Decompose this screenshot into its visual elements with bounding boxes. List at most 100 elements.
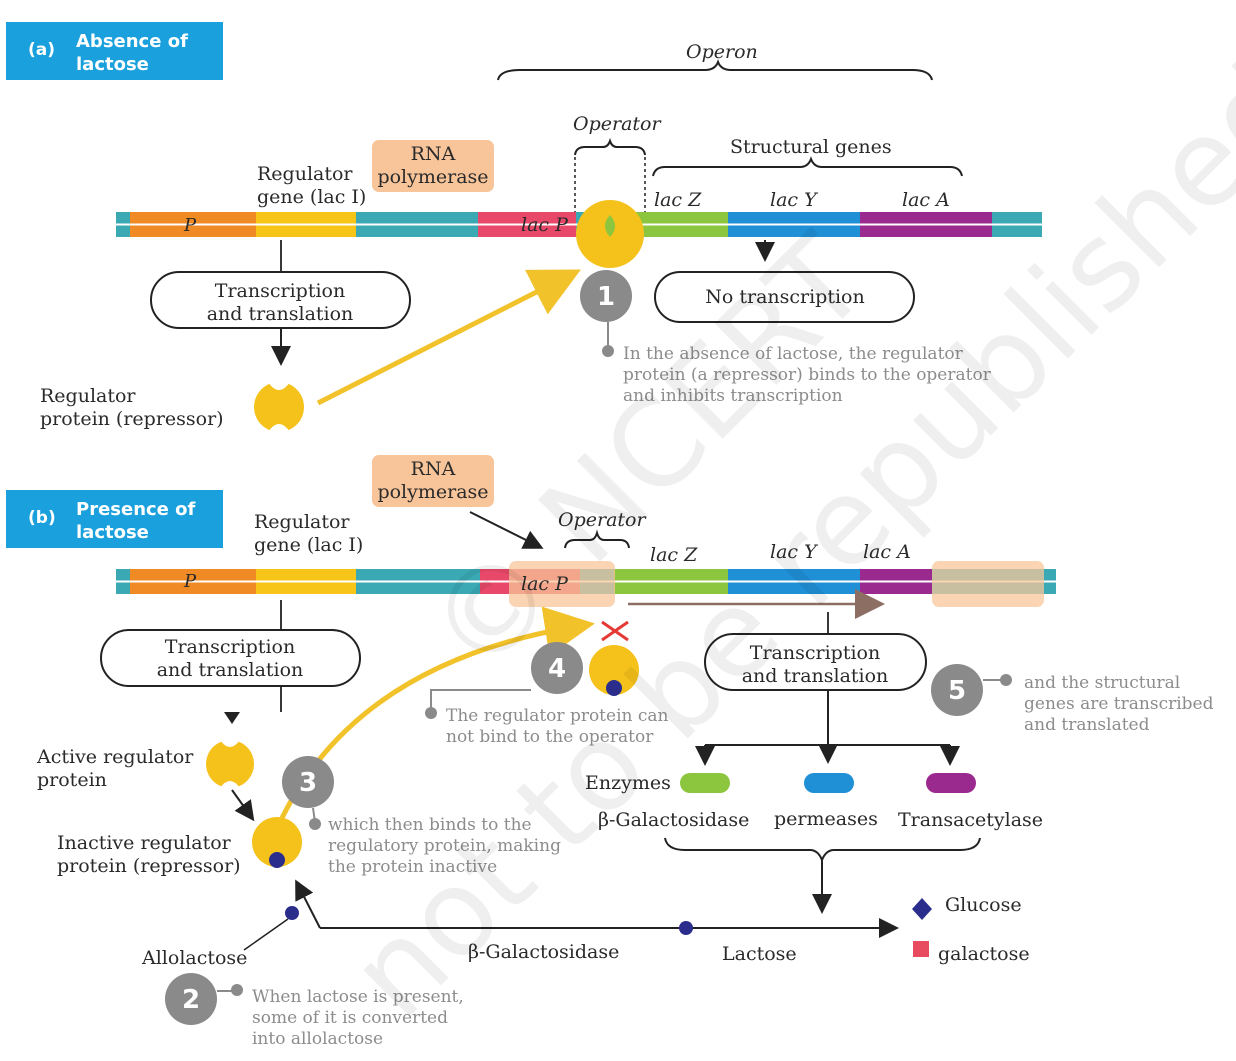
enzyme-transacetylase-icon [926, 773, 976, 793]
step-4-note-line2: not bind to the operator [446, 727, 654, 747]
step-2-number: 2 [182, 985, 200, 1015]
step-1-circle [580, 270, 632, 322]
inactive-regulator-line1: Inactive regulator [57, 832, 232, 854]
step-5-note-line1: and the structural [1024, 673, 1180, 693]
active-regulator-line2: protein [37, 769, 107, 791]
repressor-bound-operator [576, 200, 644, 268]
step-4-circle [531, 642, 583, 694]
step-3-circle [282, 756, 334, 808]
structural-genes-brace [652, 156, 963, 177]
panel-a-tt-line1: Transcription [215, 280, 345, 302]
panel-a-pi-label: P [183, 215, 197, 236]
panel-b-pi-label: P [183, 571, 197, 592]
enzyme-name-permeases: permeases [774, 808, 878, 830]
enzyme-name-bgal: β-Galactosidase [598, 809, 749, 831]
panel-b-rna-line2: polymerase [377, 481, 488, 503]
panel-a-rna-line2: polymerase [377, 166, 488, 188]
panel-a-badge: (a) [28, 40, 55, 60]
panel-b-title-line1: Presence of [76, 499, 196, 520]
galactose-label: galactose [938, 943, 1030, 965]
repressor-protein-icon [254, 382, 304, 432]
inactive-regulator-protein-icon [252, 817, 302, 868]
panel-b-rna-polymerase-bound [509, 561, 615, 607]
panel-b-laca-label: lac A [863, 541, 911, 563]
panel-a-lacp-label: lac P [521, 214, 569, 236]
repressor-label-line2: protein (repressor) [40, 408, 224, 430]
panel-b-operator-brace [564, 529, 630, 549]
operon-label: Operon [686, 41, 758, 63]
panel-b-regulator-gene-line1: Regulator [254, 511, 350, 533]
step-1-note-line3: and inhibits transcription [623, 386, 843, 406]
step-5-note-line2: genes are transcribed [1024, 694, 1214, 714]
enzyme-permease-icon [804, 773, 854, 793]
panel-a-header: (a) Absence of lactose [6, 22, 223, 80]
panel-a: (a) Absence of lactose Operon Operator S… [6, 22, 1042, 432]
step-4-note-line1: The regulator protein can [446, 706, 669, 726]
panel-a-operator-brace [574, 137, 646, 156]
panel-b-header: (b) Presence of lactose [6, 490, 223, 548]
active-regulator-line1: Active regulator [36, 746, 194, 768]
step-2-note-line1: When lactose is present, [252, 987, 464, 1007]
repressor-binding-arrow [316, 269, 581, 406]
step-3-note-line1: which then binds to the [328, 815, 532, 835]
panel-a-tt-line2: and translation [207, 303, 354, 325]
panel-b-lacz-label: lac Z [650, 544, 698, 566]
step-3-note-line2: regulatory protein, making [328, 836, 561, 856]
allolactose-molecule-icon [285, 906, 299, 920]
step-1-note-line2: protein (a repressor) binds to the opera… [623, 365, 992, 385]
panel-b-lacp-label: lac P [521, 573, 569, 595]
step-4-number: 4 [548, 654, 566, 684]
panel-a-lacy-label: lac Y [770, 189, 819, 211]
no-transcription-box [654, 271, 915, 323]
step-3-number: 3 [299, 768, 317, 798]
unbound-repressor-icon [589, 645, 639, 696]
panel-b: (b) Presence of lactose RNA polymerase R… [6, 455, 1214, 1049]
panel-b-regulator-gene-line2: gene (lac I) [254, 534, 363, 556]
repressor-label-line1: Regulator [40, 385, 136, 407]
enzyme-bgal-icon [680, 773, 730, 793]
bgal-label: β-Galactosidase [468, 941, 619, 963]
panel-b-right-tt-line2: and translation [742, 665, 889, 687]
step-2-circle [165, 973, 217, 1025]
panel-b-rna-polymerase: RNA polymerase [372, 455, 494, 507]
step-5-circle [931, 664, 983, 716]
enzyme-name-transacetylase: Transacetylase [898, 809, 1043, 831]
cross-mark-icon [601, 620, 629, 642]
active-regulator-protein-icon [206, 740, 254, 788]
panel-a-title-line2: lactose [76, 54, 149, 75]
panel-a-laca-label: lac A [902, 189, 950, 211]
panel-b-dna: P lac P [116, 561, 1056, 607]
glucose-label: Glucose [945, 894, 1022, 916]
panel-b-right-transcription-box [704, 633, 927, 691]
panel-b-rna-line1: RNA [411, 458, 456, 480]
lactose-label: Lactose [722, 943, 797, 965]
panel-b-rna-polymerase-end [932, 561, 1044, 607]
galactose-icon [913, 941, 929, 957]
allolactose-label: Allolactose [141, 947, 247, 969]
lactose-molecule-icon [679, 921, 693, 935]
enzymes-brace [664, 837, 981, 863]
structural-genes-label: Structural genes [730, 136, 892, 158]
panel-a-regulator-gene-line2: gene (lac I) [257, 186, 366, 208]
no-transcription-label: No transcription [705, 286, 865, 308]
glucose-icon [912, 898, 932, 920]
panel-a-rna-polymerase: RNA polymerase [372, 140, 494, 192]
step-1-note-line1: In the absence of lactose, the regulator [623, 344, 964, 364]
operon-brace [497, 59, 933, 81]
panel-b-left-tt-line2: and translation [157, 659, 304, 681]
panel-b-left-tt-line1: Transcription [165, 636, 295, 658]
panel-b-right-tt-line1: Transcription [750, 642, 880, 664]
step-5-number: 5 [948, 676, 966, 706]
step-2-note-line3: into allolactose [252, 1029, 383, 1049]
step-5-note-line3: and translated [1024, 715, 1150, 735]
inactive-regulator-line2: protein (repressor) [57, 855, 241, 877]
step-3-note-line3: the protein inactive [328, 857, 497, 877]
panel-a-lacz-label: lac Z [654, 189, 702, 211]
enzymes-label: Enzymes [585, 772, 671, 794]
panel-b-title-line2: lactose [76, 522, 149, 543]
panel-b-left-transcription-box [100, 629, 361, 687]
panel-a-regulator-gene-line1: Regulator [257, 163, 353, 185]
panel-a-title-line1: Absence of [76, 31, 188, 52]
panel-b-operator-label: Operator [558, 509, 647, 531]
